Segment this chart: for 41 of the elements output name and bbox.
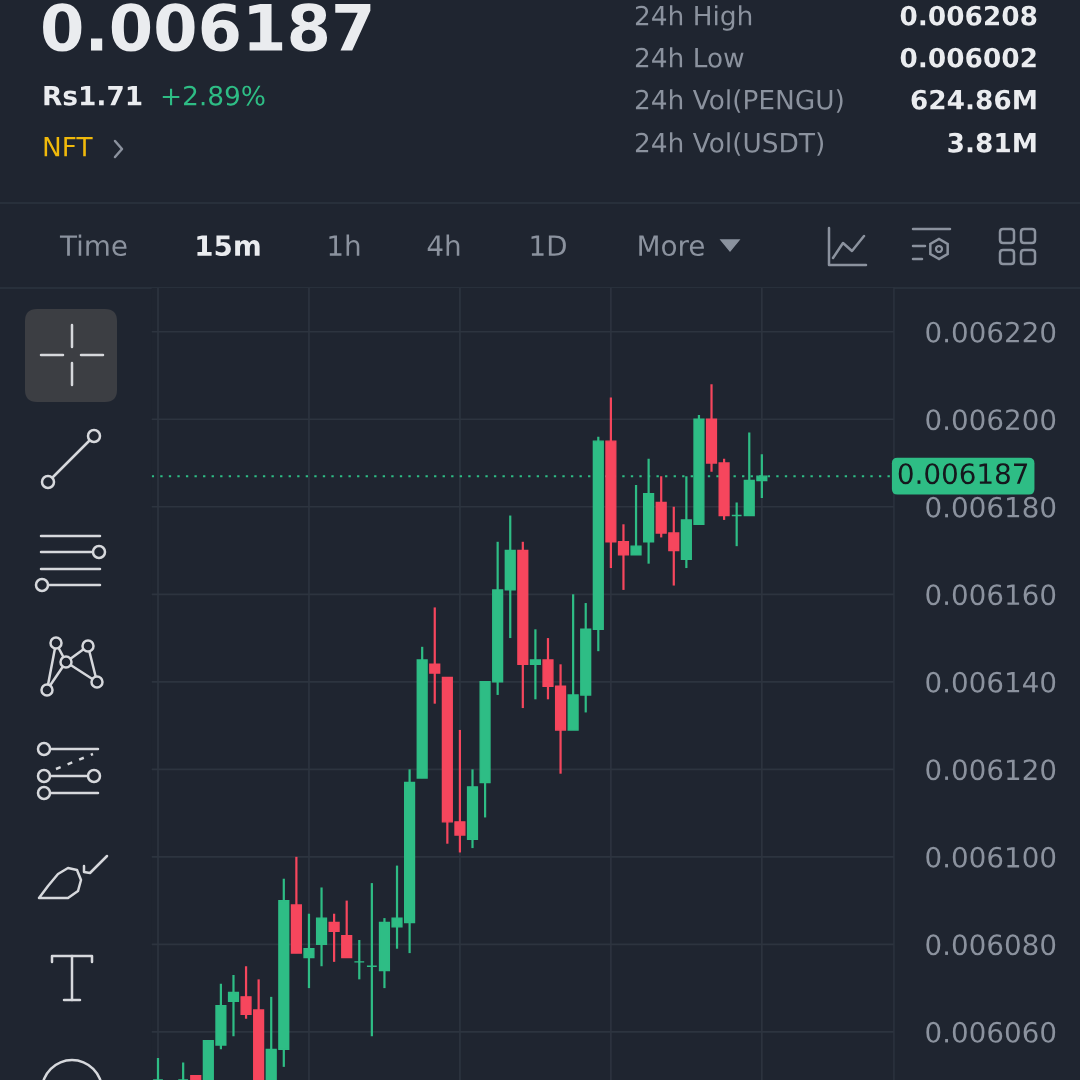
- text: Time: [59, 234, 127, 257]
- y-tick-label: 0.006080: [926, 934, 1056, 956]
- candlestick: [353, 938, 365, 981]
- candlestick: [366, 881, 378, 1038]
- candlestick: [731, 501, 743, 548]
- text: 0.006208: [900, 5, 1037, 26]
- text: 24h Vol(USDT): [635, 132, 823, 156]
- candlestick: [529, 628, 542, 701]
- candlestick: [152, 1057, 164, 1080]
- text: 624.86M: [911, 89, 1036, 110]
- candlestick: [328, 912, 340, 963]
- text: NFT: [44, 137, 93, 157]
- y-tick-label: 0.006220: [926, 321, 1056, 343]
- candlestick: [617, 523, 630, 592]
- text: 1D: [531, 235, 566, 256]
- text: +2.89%: [162, 85, 265, 106]
- text: 24h Low: [635, 47, 744, 68]
- y-tick-label: 0.006200: [926, 409, 1056, 431]
- y-tick-label: 0.006180: [926, 496, 1056, 518]
- candlestick: [177, 1061, 189, 1080]
- text: 3.81M: [948, 132, 1036, 153]
- y-tick-label: 0.006120: [926, 759, 1056, 781]
- chart-subtitle: Rs1.71: [44, 86, 142, 106]
- y-tick-label: 0.006160: [926, 584, 1056, 606]
- candlestick: [303, 912, 315, 990]
- text: More: [639, 235, 704, 257]
- candlestick: [429, 606, 441, 705]
- text: 1h: [329, 234, 360, 256]
- text: 24h Vol(PENGU): [635, 89, 843, 113]
- y-tick-label: 0.006100: [926, 846, 1056, 868]
- candlestick: [227, 973, 240, 1038]
- candlestick: [630, 483, 642, 557]
- y-tick-label: 0.006060: [926, 1021, 1056, 1043]
- candlestick: [341, 899, 353, 959]
- chart-title: 0.006187: [43, 3, 371, 52]
- text: 15m: [197, 235, 260, 257]
- text: 4h: [427, 234, 460, 256]
- text: 24h High: [635, 5, 752, 31]
- y-tick-label: 0.006140: [926, 671, 1056, 693]
- ref-line-label: 0.006187: [898, 463, 1028, 485]
- text: 0.006002: [900, 47, 1036, 68]
